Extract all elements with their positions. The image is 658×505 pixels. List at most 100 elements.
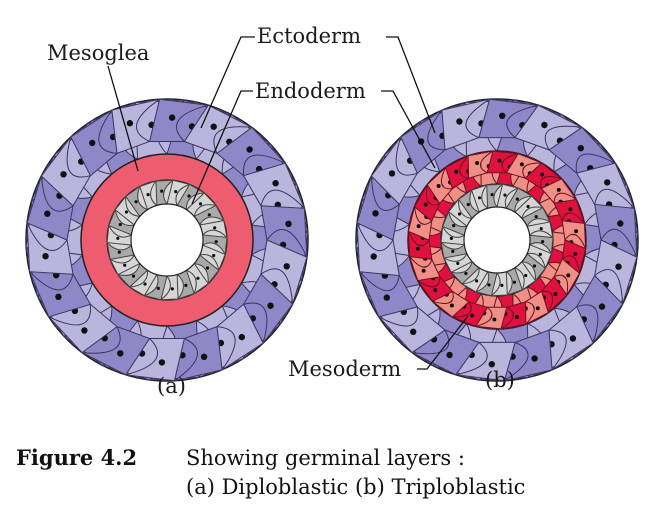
ectoderm-outer-nucleus: [44, 210, 51, 217]
endoderm-nucleus: [124, 210, 129, 214]
ectoderm-outer-nucleus: [42, 253, 49, 260]
ectoderm-outer-nucleus: [598, 303, 606, 310]
mesoderm-outer-nucleus: [519, 162, 524, 167]
ectoderm-outer-nucleus: [210, 123, 217, 130]
mesoderm-outer-nucleus: [415, 246, 420, 251]
endoderm-nucleus: [534, 215, 538, 219]
mesoderm-outer-nucleus: [535, 306, 540, 311]
mesoderm-outer-nucleus: [454, 169, 459, 174]
endoderm-nucleus: [196, 276, 200, 280]
endoderm-nucleus: [539, 227, 543, 231]
ectoderm-cells-b: [355, 98, 639, 382]
endoderm-nucleus: [451, 249, 455, 253]
endoderm-nucleus: [487, 283, 491, 287]
subfigure-b-label: (b): [485, 368, 515, 392]
endoderm-nucleus: [212, 253, 216, 258]
ectoderm-cells-a: [25, 98, 309, 382]
mesoderm-outer-nucleus: [470, 313, 475, 318]
ectoderm-outer-nucleus: [388, 170, 396, 177]
ectoderm-outer-nucleus: [283, 263, 290, 270]
endoderm-leader-a: [191, 90, 253, 205]
endoderm-nucleus: [134, 200, 138, 204]
endoderm-nucleus: [526, 204, 530, 209]
ectoderm-outer-nucleus: [577, 145, 584, 152]
mesoderm-cells: [407, 150, 587, 330]
ectoderm-outer-nucleus: [60, 171, 67, 178]
endoderm-nucleus: [174, 190, 178, 194]
endoderm-nucleus: [187, 194, 191, 198]
mesoderm-outer-nucleus: [497, 158, 502, 163]
ectoderm-outer-nucleus: [117, 350, 124, 357]
mesoderm-outer-cell: [486, 150, 519, 174]
endoderm-nucleus: [160, 189, 164, 193]
ectoderm-outer-nucleus: [488, 361, 495, 368]
endoderm-nucleus: [538, 252, 542, 256]
endoderm-nucleus: [131, 274, 136, 278]
endoderm-nucleus: [213, 226, 217, 230]
endoderm-nucleus: [207, 213, 211, 217]
diploblastic-diagram: [25, 98, 309, 382]
ectoderm-outer-nucleus: [285, 220, 292, 227]
mesoderm-outer-nucleus: [492, 317, 497, 322]
endoderm-nucleus: [123, 263, 127, 267]
ectoderm-outer-nucleus: [370, 253, 377, 260]
ectoderm-outer-nucleus: [81, 327, 88, 334]
mesoderm-outer-nucleus: [416, 224, 421, 229]
mesoderm-outer-nucleus: [421, 268, 426, 273]
ectoderm-outer-nucleus: [531, 355, 538, 362]
endoderm-leader-b: [381, 90, 436, 169]
ectoderm-outer-nucleus: [272, 180, 279, 187]
endoderm-nucleus: [449, 236, 453, 240]
endoderm-nucleus: [117, 250, 121, 254]
ectoderm-leader-b: [386, 36, 436, 134]
endoderm-nucleus: [143, 282, 147, 286]
ectoderm-label: Ectoderm: [257, 24, 361, 48]
subfigure-a-label: (a): [157, 374, 186, 398]
endoderm-nucleus: [500, 283, 504, 287]
endoderm-nucleus: [156, 286, 160, 290]
endoderm-nucleus: [214, 240, 218, 244]
endoderm-nucleus: [503, 193, 507, 197]
endoderm-nucleus: [541, 240, 545, 244]
ectoderm-outer-cell: [148, 98, 209, 142]
mesoderm-outer-nucleus: [540, 172, 545, 177]
endoderm-nucleus: [490, 193, 494, 197]
endoderm-nucleus: [477, 196, 482, 200]
endoderm-nucleus: [205, 266, 210, 270]
endoderm-nucleus: [118, 222, 122, 227]
mesoderm-outer-nucleus: [514, 315, 519, 319]
ectoderm-outer-nucleus: [89, 139, 96, 147]
caption-line-2: (a) Diploblastic (b) Triploblastic: [186, 475, 525, 499]
figure-number: Figure 4.2: [16, 445, 137, 470]
ectoderm-outer-nucleus: [267, 302, 274, 309]
endoderm-nucleus: [515, 197, 520, 201]
ectoderm-outer-nucleus: [446, 351, 453, 359]
endoderm-nucleus: [198, 202, 203, 206]
endoderm-nucleus: [475, 279, 479, 283]
ectoderm-outer-nucleus: [499, 112, 506, 120]
endoderm-nucleus: [184, 283, 188, 287]
ectoderm-outer-nucleus: [238, 333, 245, 341]
mesoderm-outer-nucleus: [433, 288, 438, 293]
mesoderm-leader: [417, 315, 469, 370]
mesoderm-outer-nucleus: [556, 187, 561, 192]
ectoderm-outer-nucleus: [569, 335, 577, 342]
endoderm-nucleus: [524, 273, 528, 278]
mesoderm-outer-nucleus: [436, 184, 441, 188]
mesoglea-leader: [107, 65, 139, 172]
ectoderm-outer-nucleus: [372, 210, 379, 217]
ectoderm-outer-nucleus: [158, 359, 166, 366]
mesoglea-label: Mesoglea: [47, 41, 149, 65]
ectoderm-outer-nucleus: [55, 293, 62, 300]
triploblastic-diagram: [355, 98, 639, 382]
endoderm-nucleus: [116, 236, 120, 240]
endoderm-nucleus: [456, 261, 460, 265]
ectoderm-outer-nucleus: [200, 353, 208, 360]
mesoderm-outer-nucleus: [574, 229, 579, 234]
ectoderm-outer-cell: [478, 98, 539, 139]
endoderm-nucleus: [464, 271, 468, 276]
mesoderm-outer-nucleus: [568, 207, 573, 212]
mesoderm-outer-nucleus: [566, 273, 571, 278]
mesoderm-outer-nucleus: [423, 202, 428, 207]
